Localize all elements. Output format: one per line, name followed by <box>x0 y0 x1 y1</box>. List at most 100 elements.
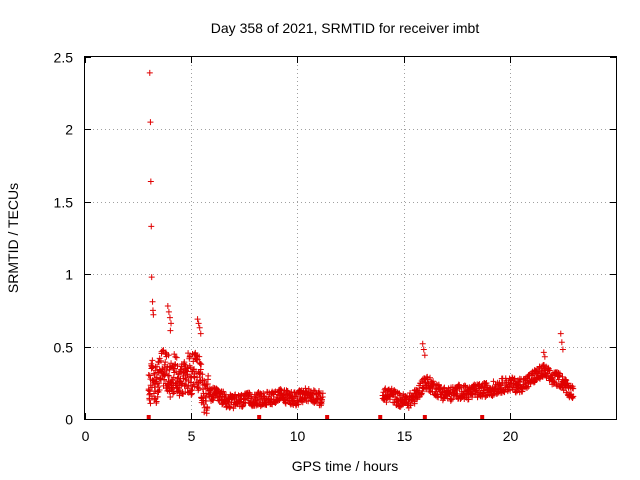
x-tick-label: 0 <box>82 428 90 444</box>
data-points <box>145 69 577 417</box>
data-point <box>196 353 203 360</box>
data-point <box>441 384 448 391</box>
data-point <box>232 391 239 398</box>
data-point <box>469 394 476 401</box>
y-axis-label: SRMTID / TECUs <box>5 183 21 293</box>
data-point <box>427 374 434 381</box>
data-point <box>203 390 210 397</box>
data-point <box>171 351 178 358</box>
data-point <box>483 392 490 399</box>
data-point <box>260 390 267 397</box>
data-point <box>159 347 166 354</box>
x-tick-label: 10 <box>290 428 306 444</box>
data-point <box>154 393 161 400</box>
data-point <box>435 381 442 388</box>
data-point <box>383 399 390 406</box>
x-axis-label: GPS time / hours <box>292 458 399 474</box>
data-point <box>569 394 576 401</box>
data-point <box>310 387 317 394</box>
data-point <box>191 383 198 390</box>
outlier-point <box>196 324 203 331</box>
gap-marker <box>480 415 485 419</box>
data-point <box>196 360 203 367</box>
data-point <box>199 371 206 378</box>
outlier-point <box>147 178 154 185</box>
outlier-point <box>197 330 204 337</box>
outlier-point <box>149 298 156 305</box>
data-point <box>147 400 154 407</box>
data-point <box>155 384 162 391</box>
data-point <box>554 369 561 376</box>
data-point <box>489 392 496 399</box>
outlier-point <box>194 316 201 323</box>
data-point <box>465 396 472 403</box>
data-point <box>556 370 563 377</box>
data-point <box>198 361 205 368</box>
outlier-point <box>150 311 157 318</box>
outlier-point <box>148 274 155 281</box>
outlier-point <box>557 330 564 337</box>
data-point <box>409 394 416 401</box>
gap-marker <box>146 415 151 419</box>
data-point <box>174 363 181 370</box>
outlier-point <box>146 69 153 76</box>
data-point <box>171 389 178 396</box>
data-point <box>511 376 518 383</box>
data-point <box>527 380 534 387</box>
data-point <box>149 357 156 364</box>
outlier-point <box>558 339 565 346</box>
y-tick-label: 0.5 <box>54 340 74 356</box>
y-tick-label: 0 <box>65 412 73 428</box>
data-point <box>418 390 425 397</box>
data-point <box>153 399 160 406</box>
data-point <box>156 387 163 394</box>
data-point <box>196 379 203 386</box>
y-tick-label: 1 <box>65 267 73 283</box>
data-point <box>544 370 551 377</box>
outlier-point <box>164 303 171 310</box>
data-point <box>220 388 227 395</box>
data-point <box>562 376 569 383</box>
data-point <box>315 389 322 396</box>
data-point <box>230 405 237 412</box>
data-point <box>559 373 566 380</box>
data-point <box>154 363 161 370</box>
data-point <box>563 377 570 384</box>
data-point <box>228 399 235 406</box>
data-point <box>227 404 234 411</box>
tick-labels: 0 5 10 15 20 0 0.5 1 1.5 2 2.5 <box>54 50 519 445</box>
data-point <box>191 374 198 381</box>
data-point <box>419 385 426 392</box>
outlier-point <box>167 327 174 334</box>
outlier-point <box>559 346 566 353</box>
data-point <box>162 349 169 356</box>
data-point <box>546 367 553 374</box>
data-point <box>453 387 460 394</box>
outlier-point <box>421 352 428 359</box>
data-point <box>430 380 437 387</box>
data-point <box>204 376 211 383</box>
data-point <box>194 356 201 363</box>
x-tick-label: 20 <box>503 428 519 444</box>
data-point <box>195 385 202 392</box>
data-point <box>448 395 455 402</box>
data-point <box>174 374 181 381</box>
data-point <box>169 390 176 397</box>
data-point <box>167 394 174 401</box>
data-point <box>150 370 157 377</box>
x-tick-label: 15 <box>397 428 413 444</box>
data-point <box>204 405 211 412</box>
data-point <box>145 371 152 378</box>
x-tick-label: 5 <box>188 428 196 444</box>
data-point <box>474 394 481 401</box>
outlier-point <box>168 320 175 327</box>
data-point <box>146 372 153 379</box>
data-point <box>407 402 414 409</box>
data-point <box>302 385 309 392</box>
data-point <box>158 350 165 357</box>
data-point <box>519 388 526 395</box>
outlier-point <box>420 346 427 353</box>
data-point <box>215 397 222 404</box>
outlier-point <box>147 119 154 126</box>
